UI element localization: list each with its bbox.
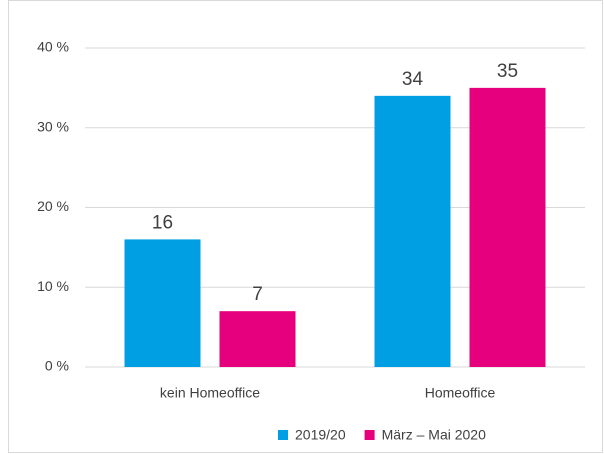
y-tick-label: 10 % [37, 278, 69, 294]
y-tick-label: 30 % [37, 118, 69, 134]
chart-frame [8, 0, 603, 453]
legend-swatch [364, 430, 375, 440]
bar [124, 239, 201, 367]
legend-swatch [278, 430, 288, 440]
data-label: 35 [497, 61, 518, 82]
data-label: 34 [402, 69, 424, 90]
legend-label: 2019/20 [295, 427, 346, 443]
legend-label: März – Mai 2020 [382, 427, 486, 443]
bar [469, 87, 546, 367]
data-label: 16 [152, 212, 173, 233]
x-tick-label: kein Homeoffice [160, 385, 260, 401]
data-label: 7 [252, 284, 263, 305]
bar [219, 311, 296, 367]
y-tick-label: 20 % [37, 198, 69, 214]
y-tick-label: 0 % [45, 358, 69, 374]
x-tick-label: Homeoffice [425, 385, 496, 401]
y-tick-label: 40 % [37, 39, 69, 55]
bar [374, 95, 451, 367]
